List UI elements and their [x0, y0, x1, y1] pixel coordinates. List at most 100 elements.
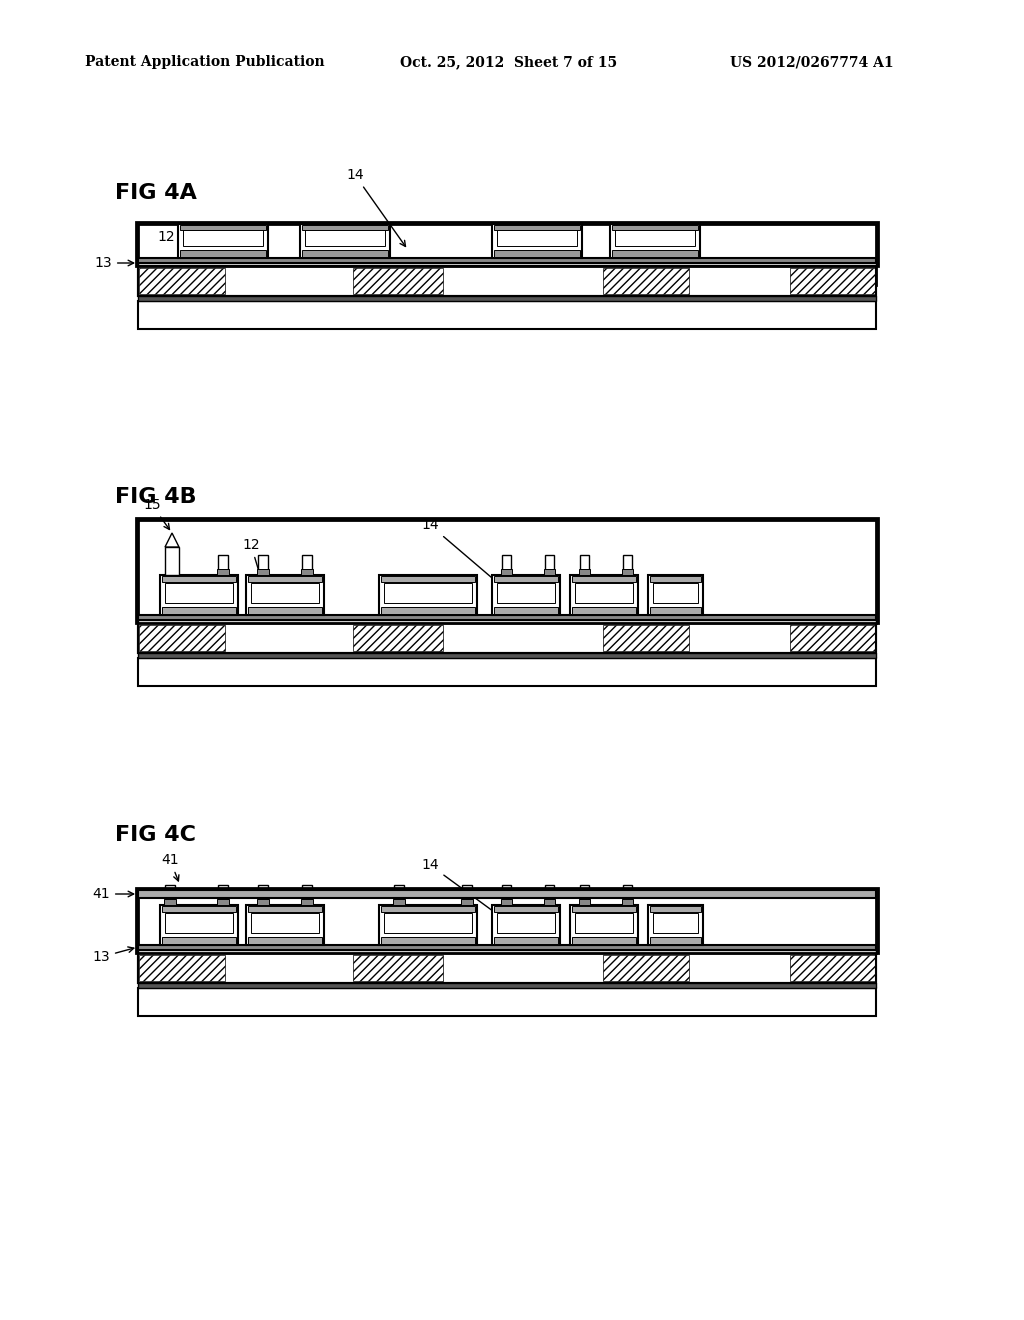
Bar — [138, 520, 876, 623]
Bar — [570, 906, 638, 945]
Bar — [138, 263, 876, 267]
Bar — [138, 267, 876, 296]
Bar — [138, 987, 876, 1016]
Bar — [353, 624, 443, 651]
Bar — [579, 569, 590, 576]
Bar — [218, 884, 228, 900]
Bar — [393, 899, 406, 906]
Bar — [162, 906, 236, 912]
Bar — [217, 899, 229, 906]
Bar — [492, 576, 560, 615]
Bar — [138, 657, 876, 686]
Bar — [648, 906, 703, 945]
Text: 15: 15 — [143, 498, 170, 529]
Bar — [501, 569, 512, 576]
Bar — [138, 983, 876, 987]
Bar — [138, 890, 876, 953]
Bar — [622, 899, 633, 906]
Text: 12: 12 — [243, 539, 266, 591]
Bar — [258, 884, 268, 900]
Bar — [138, 615, 876, 620]
Bar — [138, 257, 876, 263]
Bar — [165, 583, 233, 603]
Bar — [494, 937, 558, 944]
Text: 41: 41 — [161, 853, 179, 880]
Text: FIG 4C: FIG 4C — [115, 825, 196, 845]
Bar — [138, 945, 876, 950]
Bar — [790, 624, 874, 651]
Bar — [302, 249, 388, 257]
Bar — [461, 899, 473, 906]
Text: Patent Application Publication: Patent Application Publication — [85, 55, 325, 69]
Bar — [603, 954, 689, 981]
Bar — [257, 899, 269, 906]
Bar — [381, 937, 475, 944]
Bar — [544, 899, 555, 906]
Bar — [258, 554, 268, 570]
Bar — [497, 583, 555, 603]
Polygon shape — [165, 533, 179, 546]
Bar — [218, 554, 228, 570]
Bar — [612, 249, 698, 257]
Text: FIG 4A: FIG 4A — [115, 183, 197, 203]
Bar — [302, 884, 312, 900]
Bar — [160, 576, 238, 615]
Bar — [379, 906, 477, 945]
Bar — [136, 517, 878, 623]
Bar — [379, 576, 477, 615]
Bar — [653, 583, 698, 603]
Bar — [138, 224, 876, 285]
Bar — [246, 576, 324, 615]
Bar — [623, 884, 632, 900]
Bar — [492, 906, 560, 945]
Text: 14: 14 — [421, 858, 509, 923]
Bar — [501, 899, 512, 906]
Bar — [570, 576, 638, 615]
Bar — [138, 267, 876, 296]
Bar — [497, 230, 577, 246]
Bar — [301, 899, 313, 906]
Bar — [494, 224, 580, 230]
Bar — [572, 576, 636, 582]
Bar — [248, 607, 322, 614]
Bar — [138, 623, 876, 653]
Bar — [545, 884, 554, 900]
Bar — [615, 230, 695, 246]
Bar — [248, 906, 322, 912]
Bar — [301, 569, 313, 576]
Bar — [139, 268, 225, 294]
Bar — [575, 583, 633, 603]
Bar — [178, 224, 268, 257]
Bar — [580, 884, 589, 900]
Bar — [353, 954, 443, 981]
Bar — [603, 268, 689, 294]
Bar — [165, 884, 175, 900]
Bar — [353, 268, 443, 294]
Bar — [462, 884, 472, 900]
Bar — [384, 583, 472, 603]
Bar — [544, 569, 555, 576]
Bar — [622, 569, 633, 576]
Bar — [248, 576, 322, 582]
Bar — [494, 576, 558, 582]
Bar — [248, 937, 322, 944]
Bar — [572, 937, 636, 944]
Bar — [381, 607, 475, 614]
Bar — [790, 954, 874, 981]
Bar — [180, 249, 266, 257]
Bar — [575, 913, 633, 933]
Bar — [623, 554, 632, 570]
Bar — [165, 913, 233, 933]
Text: US 2012/0267774 A1: US 2012/0267774 A1 — [730, 55, 894, 69]
Bar — [136, 222, 878, 267]
Bar — [494, 249, 580, 257]
Bar — [138, 953, 876, 983]
Bar — [572, 906, 636, 912]
Bar — [139, 624, 225, 651]
Bar — [381, 576, 475, 582]
Text: Oct. 25, 2012  Sheet 7 of 15: Oct. 25, 2012 Sheet 7 of 15 — [400, 55, 617, 69]
Bar — [180, 224, 266, 230]
Text: 14: 14 — [346, 168, 406, 247]
Bar — [251, 583, 319, 603]
Bar — [579, 899, 590, 906]
